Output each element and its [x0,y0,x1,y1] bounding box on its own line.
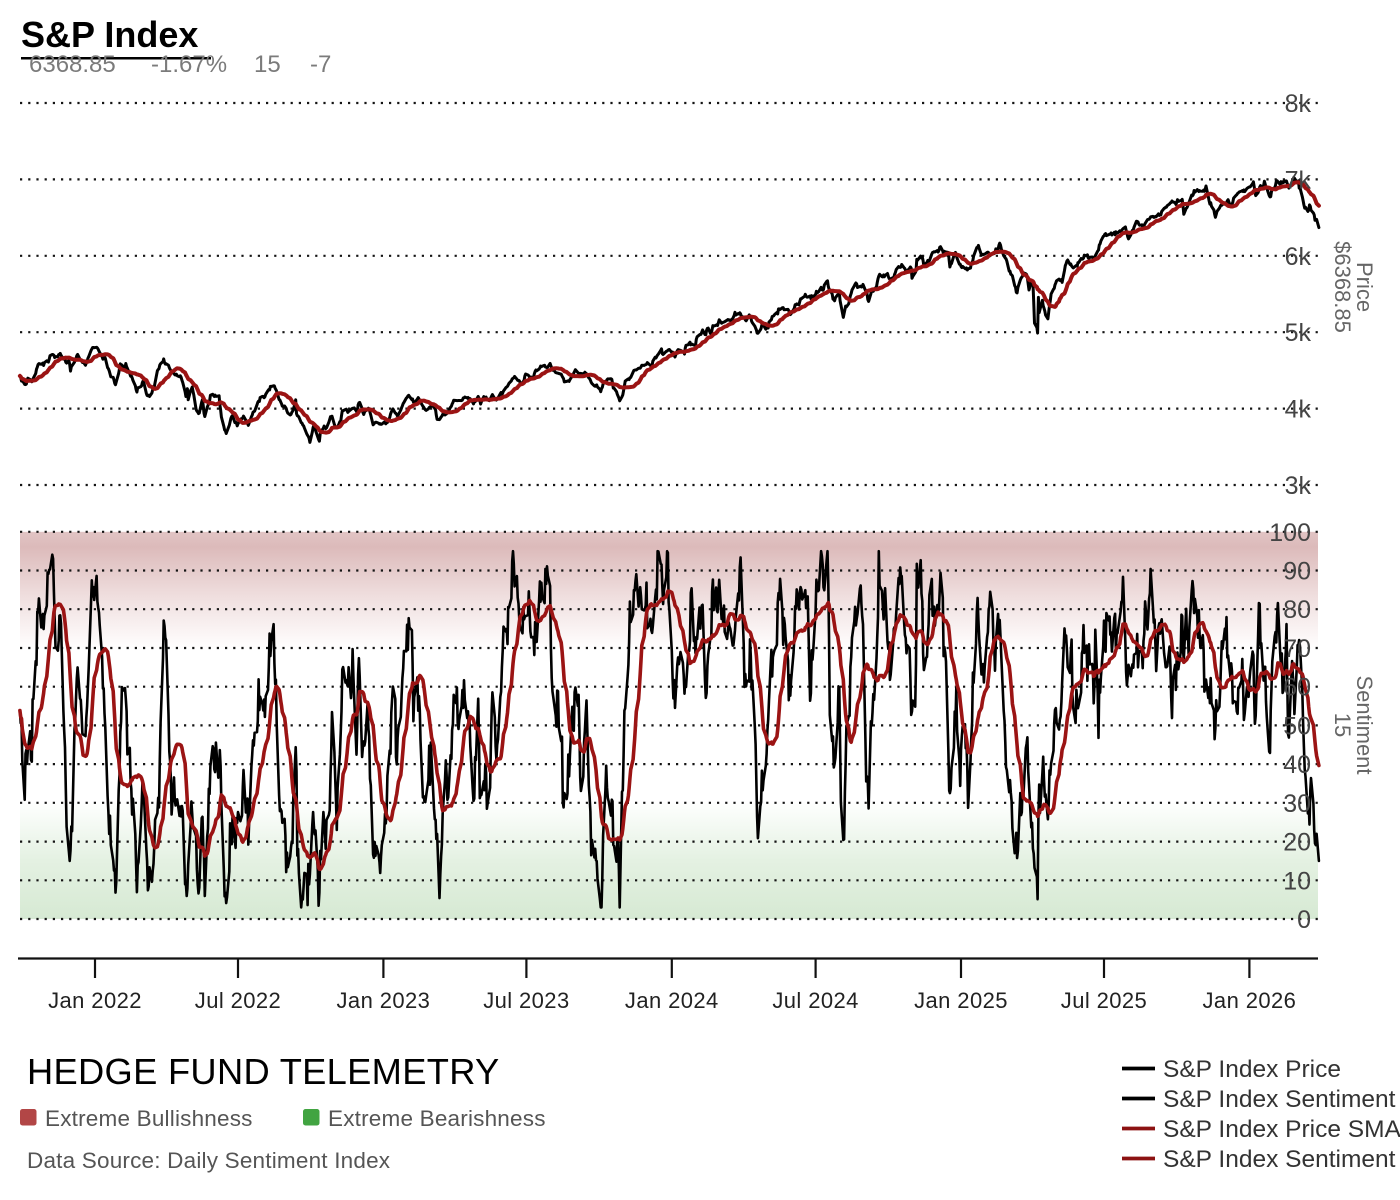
svg-text:Jan 2024: Jan 2024 [625,988,719,1013]
svg-text:Jul 2025: Jul 2025 [1061,988,1147,1013]
svg-text:100: 100 [1269,519,1311,547]
svg-text:-7: -7 [310,51,331,78]
svg-text:50: 50 [1283,712,1311,740]
svg-text:5k: 5k [1285,319,1312,347]
svg-text:Jul 2024: Jul 2024 [772,988,858,1013]
svg-text:Price: Price [1352,262,1377,312]
svg-text:Extreme Bullishness: Extreme Bullishness [45,1106,253,1131]
svg-text:4k: 4k [1285,396,1312,424]
svg-text:Jan 2022: Jan 2022 [48,988,142,1013]
svg-text:Jul 2023: Jul 2023 [483,988,569,1013]
svg-text:6368.85: 6368.85 [29,51,116,78]
svg-text:Jan 2023: Jan 2023 [337,988,431,1013]
svg-text:HEDGE FUND TELEMETRY: HEDGE FUND TELEMETRY [27,1051,500,1092]
svg-text:Sentiment: Sentiment [1352,675,1377,774]
svg-text:7k: 7k [1285,166,1312,194]
svg-text:-1.67%: -1.67% [151,51,227,78]
svg-text:60: 60 [1283,674,1311,702]
svg-text:8k: 8k [1285,90,1312,118]
svg-text:S&P Index: S&P Index [21,14,198,55]
svg-text:$6368.85: $6368.85 [1330,241,1355,333]
svg-text:Data Source: Daily Sentiment I: Data Source: Daily Sentiment Index [27,1148,391,1173]
svg-text:80: 80 [1283,596,1311,624]
svg-text:10: 10 [1283,867,1311,895]
svg-text:30: 30 [1283,790,1311,818]
svg-text:20: 20 [1283,829,1311,857]
svg-text:15: 15 [254,51,281,78]
svg-text:Jul 2022: Jul 2022 [195,988,281,1013]
svg-text:S&P Index Sentiment SMA: S&P Index Sentiment SMA [1163,1146,1400,1173]
svg-text:70: 70 [1283,635,1311,663]
svg-text:15: 15 [1330,713,1355,737]
svg-text:90: 90 [1283,558,1311,586]
svg-text:0: 0 [1297,906,1311,934]
svg-text:Extreme Bearishness: Extreme Bearishness [328,1106,546,1131]
svg-text:Jan 2025: Jan 2025 [914,988,1008,1013]
svg-text:40: 40 [1283,751,1311,779]
svg-text:S&P Index Sentiment: S&P Index Sentiment [1163,1086,1396,1113]
svg-text:Jan 2026: Jan 2026 [1203,988,1297,1013]
svg-text:S&P Index Price SMA: S&P Index Price SMA [1163,1116,1400,1143]
svg-text:3k: 3k [1285,472,1312,500]
svg-text:S&P Index Price: S&P Index Price [1163,1056,1341,1083]
svg-text:6k: 6k [1285,243,1312,271]
